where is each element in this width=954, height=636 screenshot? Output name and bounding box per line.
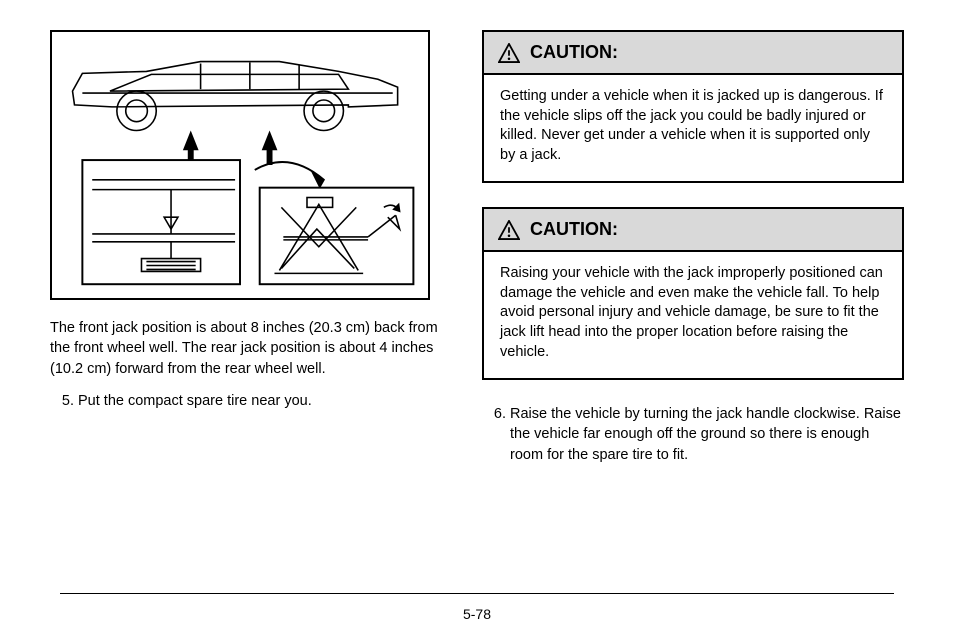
- step-6: Raise the vehicle by turning the jack ha…: [510, 404, 904, 465]
- two-column-layout: The front jack position is about 8 inche…: [50, 30, 904, 475]
- caution-box-1: CAUTION: Getting under a vehicle when it…: [482, 30, 904, 183]
- caution-2-body: Raising your vehicle with the jack impro…: [484, 252, 902, 378]
- right-column: CAUTION: Getting under a vehicle when it…: [482, 30, 904, 475]
- footer-rule: [60, 593, 894, 594]
- illustration-svg: [52, 32, 428, 298]
- caution-2-label: CAUTION:: [530, 219, 618, 240]
- jack-position-paragraph: The front jack position is about 8 inche…: [50, 318, 450, 379]
- caution-2-header: CAUTION:: [484, 209, 902, 252]
- left-column: The front jack position is about 8 inche…: [50, 30, 450, 475]
- jack-location-illustration: [50, 30, 430, 300]
- warning-triangle-icon: [498, 220, 520, 240]
- caution-1-header: CAUTION:: [484, 32, 902, 75]
- left-body-text: The front jack position is about 8 inche…: [50, 318, 450, 411]
- caution-1-body: Getting under a vehicle when it is jacke…: [484, 75, 902, 181]
- warning-triangle-icon: [498, 43, 520, 63]
- right-steps-list: Raise the vehicle by turning the jack ha…: [482, 404, 904, 465]
- page-number: 5-78: [0, 606, 954, 622]
- left-steps-list: Put the compact spare tire near you.: [50, 391, 450, 411]
- caution-box-2: CAUTION: Raising your vehicle with the j…: [482, 207, 904, 380]
- manual-page: The front jack position is about 8 inche…: [0, 0, 954, 636]
- caution-1-label: CAUTION:: [530, 42, 618, 63]
- step-5: Put the compact spare tire near you.: [78, 391, 450, 411]
